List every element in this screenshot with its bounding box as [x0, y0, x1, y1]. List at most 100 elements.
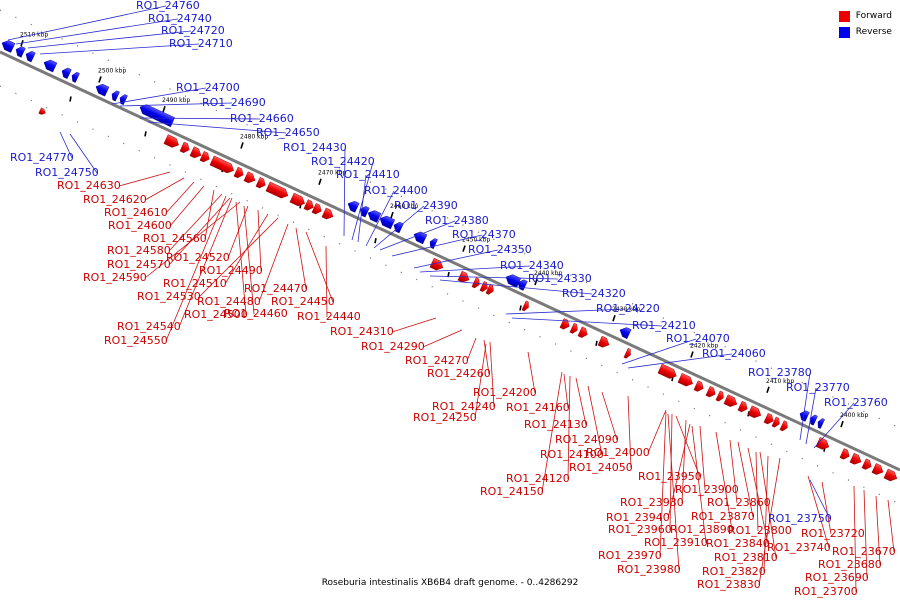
label-leader	[669, 413, 673, 531]
gene-label: RO1_23970	[598, 549, 662, 562]
label-leader	[204, 189, 215, 240]
label-leader	[715, 431, 733, 531]
label-leader	[627, 395, 632, 469]
forward-gene	[723, 394, 738, 407]
gene-label: RO1_24330	[528, 272, 592, 285]
label-leader	[505, 308, 627, 315]
label-leader	[511, 317, 663, 327]
tick-label: 2510 kbp	[20, 31, 48, 38]
gene-label: RO1_24440	[297, 310, 361, 323]
forward-gene	[597, 335, 610, 348]
reverse-gene	[347, 200, 360, 213]
label-leader	[59, 131, 73, 159]
tick-mark	[162, 105, 166, 113]
gene-label: RO1_24540	[117, 320, 181, 333]
label-leader	[667, 413, 680, 571]
gene-label: RO1_23960	[608, 523, 672, 536]
label-leader	[809, 479, 831, 520]
tick-label: 2430 kbp	[612, 306, 640, 313]
tick-label: 2460 kbp	[390, 203, 418, 210]
tick-mark	[240, 142, 244, 149]
gene-label: RO1_24090	[555, 433, 619, 446]
label-leader	[563, 373, 569, 409]
tick-label: 2420 kbp	[690, 342, 718, 349]
label-leader	[691, 425, 707, 544]
gene-label: RO1_24220	[596, 302, 660, 315]
forward-gene	[815, 437, 830, 450]
gene-label: RO1_24650	[256, 126, 320, 139]
label-leader	[489, 341, 495, 408]
label-leader	[243, 205, 255, 315]
label-leader	[257, 209, 262, 272]
forward-gene	[303, 199, 314, 211]
gene-label: RO1_24400	[364, 184, 428, 197]
gene-label: RO1_24060	[702, 347, 766, 360]
gene-label: RO1_23830	[697, 578, 761, 591]
label-leader	[258, 223, 289, 303]
gene-label: RO1_24210	[632, 319, 696, 332]
tick-mark	[69, 96, 72, 102]
reverse-gene	[619, 327, 632, 339]
tick-mark	[390, 211, 394, 219]
forward-gene	[209, 155, 235, 174]
forward-gene	[849, 452, 862, 465]
gene-label: RO1_24050	[569, 461, 633, 474]
label-leader	[413, 249, 499, 269]
gene-label: RO1_24500	[184, 308, 248, 321]
label-leader	[659, 411, 667, 557]
gene-label: RO1_24580	[107, 244, 171, 257]
reverse-gene	[15, 46, 26, 58]
forward-gene	[763, 412, 774, 425]
label-leader	[567, 375, 571, 480]
forward-gene	[311, 203, 322, 215]
label-leader	[541, 371, 563, 493]
gene-label: RO1_24000	[586, 446, 650, 459]
label-leader	[466, 337, 477, 362]
gene-label: RO1_24710	[169, 37, 233, 50]
label-leader	[198, 217, 279, 298]
gene-label: RO1_23930	[620, 496, 684, 509]
label-leader	[887, 499, 895, 553]
gene-label: RO1_24150	[480, 485, 544, 498]
reverse-gene	[25, 51, 36, 63]
legend-forward: Forward	[838, 8, 892, 24]
reverse-gene	[367, 210, 382, 223]
gene-label: RO1_23750	[768, 512, 832, 525]
label-leader	[474, 343, 487, 419]
gene-label: RO1_24510	[163, 277, 227, 290]
gene-label: RO1_23890	[670, 523, 734, 536]
label-leader	[799, 372, 811, 441]
label-leader	[139, 117, 261, 120]
forward-gene	[839, 448, 850, 460]
forward-gene	[771, 416, 780, 428]
tick-label: 2450 kbp	[462, 237, 490, 244]
label-leader	[357, 174, 367, 243]
label-leader	[439, 279, 593, 295]
label-leader	[675, 415, 701, 478]
label-leader	[601, 391, 618, 441]
gene-label: RO1_23820	[702, 565, 766, 578]
gene-label: RO1_24560	[143, 232, 207, 245]
gene-label: RO1_24370	[452, 228, 516, 241]
forward-gene	[705, 386, 716, 398]
gene-label: RO1_24340	[500, 259, 564, 272]
legend-forward-swatch	[838, 10, 850, 22]
forward-gene	[861, 458, 872, 470]
gene-label: RO1_24250	[413, 411, 477, 424]
gene-label: RO1_24770	[10, 151, 74, 164]
forward-gene	[737, 400, 748, 413]
gene-label: RO1_24620	[83, 193, 147, 206]
label-leader	[699, 425, 706, 491]
gene-label: RO1_24600	[108, 219, 172, 232]
label-leader	[621, 338, 697, 365]
label-leader	[39, 43, 200, 55]
reverse-gene	[95, 83, 110, 97]
gene-label: RO1_24530	[137, 290, 201, 303]
legend: Forward Reverse	[838, 8, 892, 40]
tick-label: 2470 kbp	[318, 170, 346, 177]
gene-label: RO1_24610	[104, 206, 168, 219]
label-leader	[483, 339, 490, 375]
forward-gene	[321, 207, 334, 220]
tick-label: 2440 kbp	[534, 270, 562, 277]
